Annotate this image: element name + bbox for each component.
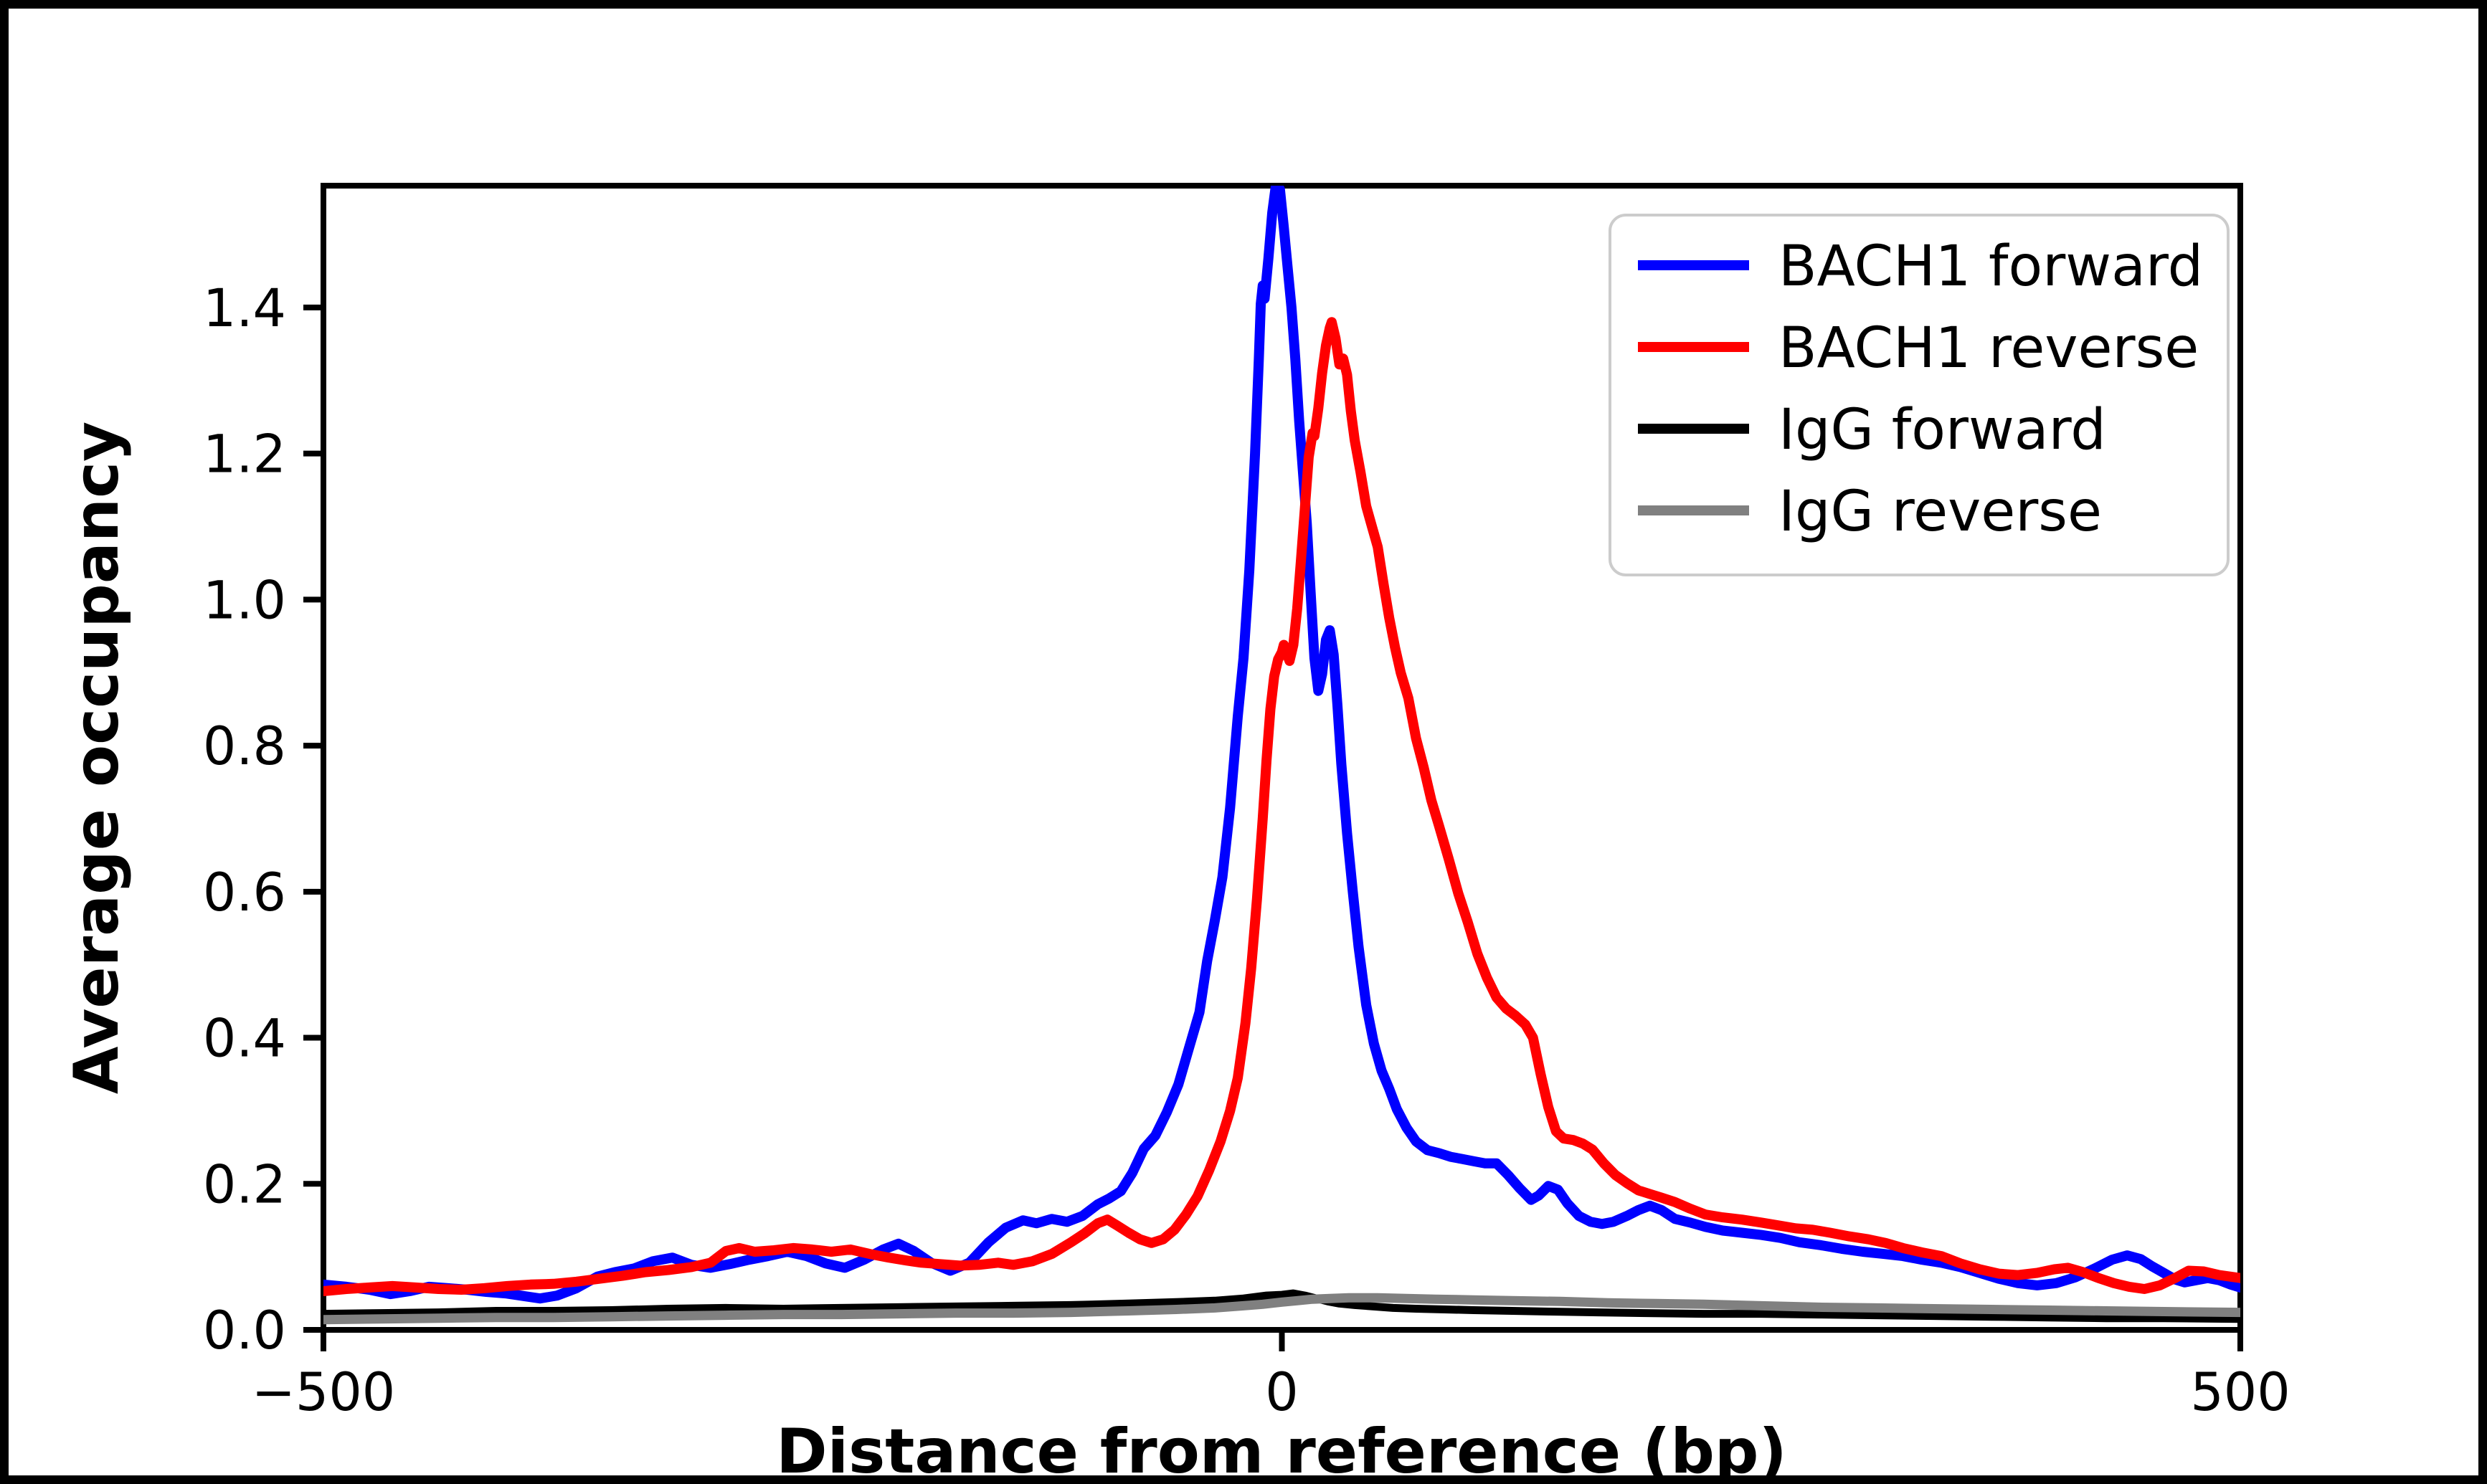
y-tick-label: 0.4 xyxy=(203,1009,286,1070)
legend-label-igg-reverse: IgG reverse xyxy=(1778,480,2102,544)
occupancy-line-chart: 0.0 0.2 0.4 0.6 0.8 1.0 1.2 1.4 −500 0 500 Distanc… xyxy=(61,183,2291,1484)
y-tick-label: 1.4 xyxy=(203,278,286,339)
legend-label-igg-forward: IgG forward xyxy=(1778,398,2106,462)
x-axis-label: Distance from reference (bp) xyxy=(776,1416,1787,1484)
y-tick-label: 1.0 xyxy=(203,570,286,631)
axis-ticks: 0.0 0.2 0.4 0.6 0.8 1.0 1.2 1.4 −500 0 500 xyxy=(203,278,2291,1423)
y-tick-label: 1.2 xyxy=(203,424,286,485)
y-tick-label: 0.0 xyxy=(203,1300,286,1361)
legend-frame xyxy=(1609,214,2230,576)
y-axis-label: Average occupancy xyxy=(61,422,133,1094)
y-tick-label: 0.6 xyxy=(203,862,286,923)
legend-label-bach1-reverse: BACH1 reverse xyxy=(1778,316,2199,381)
y-tick-label: 0.8 xyxy=(203,716,286,777)
series-line-bach1-reverse xyxy=(323,317,2240,1296)
data-series-group xyxy=(323,186,2240,1325)
x-tick-label: −500 xyxy=(252,1362,396,1423)
legend-items: BACH1 forward BACH1 reverse IgG forward IgG… xyxy=(1638,234,2203,544)
x-tick-label: 0 xyxy=(1265,1362,1298,1423)
legend-label-bach1-forward: BACH1 forward xyxy=(1778,234,2203,299)
x-tick-label: 500 xyxy=(2190,1362,2290,1423)
y-tick-label: 0.2 xyxy=(203,1154,286,1215)
series-line-bach1-forward xyxy=(323,186,2240,1304)
series-line-igg-reverse xyxy=(323,1293,2240,1325)
legend: BACH1 forward BACH1 reverse IgG forward IgG… xyxy=(1609,214,2230,576)
